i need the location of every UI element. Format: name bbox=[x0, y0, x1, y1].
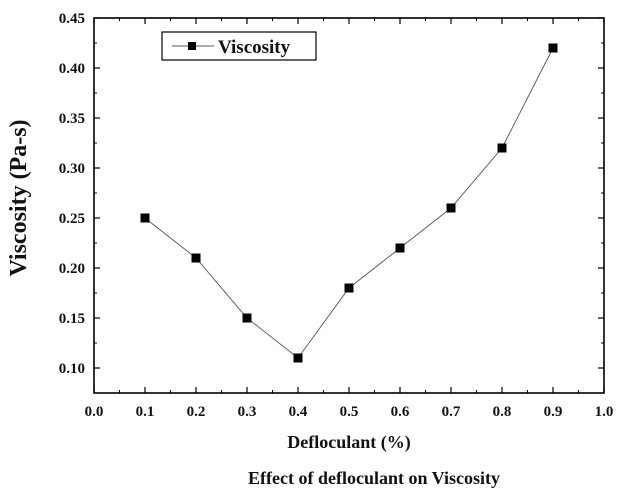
y-tick-label: 0.25 bbox=[59, 211, 85, 227]
data-series bbox=[140, 43, 558, 363]
y-tick-label: 0.15 bbox=[59, 311, 85, 327]
x-tick-label: 0.8 bbox=[493, 404, 512, 420]
x-tick-label: 0.6 bbox=[391, 404, 410, 420]
series-line bbox=[144, 47, 554, 359]
data-point bbox=[395, 243, 405, 253]
data-point bbox=[344, 283, 354, 293]
x-tick-label: 0.0 bbox=[85, 404, 104, 420]
y-axis-title: Viscosity (Pa-s) bbox=[6, 119, 32, 276]
x-tick-label: 0.2 bbox=[187, 404, 206, 420]
data-point bbox=[242, 313, 252, 323]
x-tick-label: 1.0 bbox=[595, 404, 614, 420]
x-tick-label: 0.9 bbox=[544, 404, 563, 420]
legend: Viscosity bbox=[161, 31, 317, 61]
y-tick-label: 0.30 bbox=[59, 161, 85, 177]
legend-label: Viscosity bbox=[218, 37, 291, 58]
x-tick-label: 0.4 bbox=[289, 404, 308, 420]
x-tick-label: 0.3 bbox=[238, 404, 257, 420]
x-tick-label: 0.7 bbox=[442, 404, 461, 420]
y-tick-label: 0.10 bbox=[59, 361, 85, 377]
data-point bbox=[497, 143, 507, 153]
y-tick-label: 0.45 bbox=[59, 11, 85, 27]
x-tick-label: 0.5 bbox=[340, 404, 359, 420]
legend-marker bbox=[188, 42, 196, 50]
ticks: 0.0 0.1 0.2 0.3 0.4 0.5 0.6 0.7 0.8 0.9 1.0 0.10 0.1… bbox=[59, 11, 614, 420]
data-point bbox=[191, 253, 201, 263]
data-point bbox=[293, 353, 303, 363]
data-point bbox=[446, 203, 456, 213]
axes bbox=[93, 17, 605, 394]
chart-caption: Effect of defloculant on Viscosity bbox=[248, 468, 500, 488]
data-point bbox=[140, 213, 150, 223]
y-tick-label: 0.35 bbox=[59, 111, 85, 127]
y-tick-label: 0.40 bbox=[59, 61, 85, 77]
plot-frame bbox=[93, 17, 605, 394]
data-point bbox=[548, 43, 558, 53]
y-tick-label: 0.20 bbox=[59, 261, 85, 277]
x-tick-label: 0.1 bbox=[136, 404, 155, 420]
x-axis-title: Defloculant (%) bbox=[287, 432, 410, 453]
